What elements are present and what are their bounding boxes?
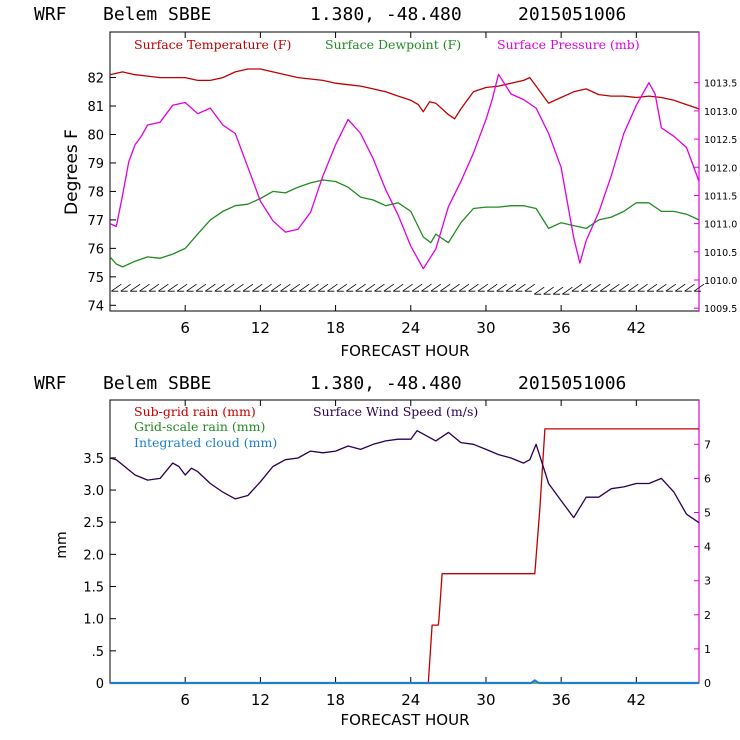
x-tick-label: 36 [552,319,571,337]
y2-tick-label: 1009.5 [704,304,737,315]
panel-1-x-axis-label: FORECAST HOUR [340,342,469,360]
dewpoint-series-line [109,179,700,268]
y-tick-label: 3.5 [83,452,104,467]
panel-1-y2-ticks: 1009.5 1010.0 1010.5 1011.0 1011.5 1012.0 1012… [694,79,737,315]
x-tick-label: 12 [251,691,270,709]
panel-1-header-run: 2015051006 [518,4,626,25]
x-tick-label: 6 [180,319,190,337]
y2-tick-label: 3 [704,575,711,588]
panel-1-legend-temperature: Surface Temperature (F) [134,37,291,52]
y-tick-label: 75 [87,271,104,286]
panel-1-x-ticks: 6 12 18 24 30 36 42 [180,32,646,337]
temperature-series-line [109,68,700,120]
panel-1-header-model: WRF [34,4,67,25]
panel-1-plot-frame [109,31,700,312]
x-tick-label: 30 [476,691,495,709]
panel-2-series [109,428,700,685]
y2-tick-label: 1011.0 [704,220,737,231]
panel-2-y-ticks: 0 .5 1.0 1.5 2.0 2.5 3.0 3.5 [83,452,116,692]
y2-tick-label: 1010.0 [704,276,737,287]
y-tick-label: 80 [87,128,104,143]
panel-2-header-model: WRF [34,373,67,394]
x-tick-label: 18 [326,691,345,709]
panel-2-legend-subgrid: Sub-grid rain (mm) [134,404,256,419]
x-tick-label: 36 [552,691,571,709]
y-tick-label: 78 [87,185,104,200]
y2-tick-label: 1012.5 [704,135,737,146]
y-tick-label: 2.0 [83,548,104,563]
panel-1-legend-dewpoint: Surface Dewpoint (F) [325,37,461,52]
y-tick-label: 82 [87,72,104,87]
y2-tick-label: 1011.5 [704,191,737,202]
x-tick-label: 42 [627,691,646,709]
y2-tick-label: 1013.0 [704,107,737,118]
y-tick-label: 2.5 [83,516,104,531]
pressure-series-line [109,73,700,270]
y-tick-label: 76 [87,242,104,257]
y2-tick-label: 1010.5 [704,248,737,259]
panel-1-series [109,68,700,270]
panel-1-y-axis-label: Degrees F [62,129,82,215]
y2-tick-label: 1013.5 [704,79,737,90]
y-tick-label: 74 [87,299,104,314]
panel-1: WRF Belem SBBE 1.380, -48.480 2015051006… [34,4,737,360]
panel-2-x-axis-label: FORECAST HOUR [340,711,469,729]
subgrid-rain-series-line [110,428,699,684]
panel-2-header-station: Belem SBBE [103,373,211,394]
wind-barb-path [111,283,705,295]
x-tick-label: 12 [251,319,270,337]
x-tick-label: 24 [401,691,420,709]
x-tick-label: 24 [401,319,420,337]
panel-1-header-station: Belem SBBE [103,4,211,25]
panel-1-header-coords: 1.380, -48.480 [310,4,462,25]
wind-speed-series-line [109,430,700,524]
panel-2-legend-gridscale: Grid-scale rain (mm) [134,419,265,434]
y-tick-label: 79 [87,157,104,172]
panel-2-header-run: 2015051006 [518,373,626,394]
panel-2: WRF Belem SBBE 1.380, -48.480 2015051006… [34,373,711,729]
panel-2-legend-cloud: Integrated cloud (mm) [134,435,277,450]
y2-tick-label: 7 [704,438,711,451]
y2-tick-label: 0 [704,677,711,690]
y2-tick-label: 1012.0 [704,163,737,174]
x-tick-label: 18 [326,319,345,337]
y-tick-label: 1.5 [83,581,104,596]
y-tick-label: 81 [87,100,104,115]
panel-1-legend-pressure: Surface Pressure (mb) [497,37,640,52]
y-tick-label: 3.0 [83,484,104,499]
y2-tick-label: 2 [704,609,711,622]
y-tick-label: 77 [87,214,104,229]
y-tick-label: .5 [92,645,104,660]
x-tick-label: 42 [627,319,646,337]
panel-2-legend-wind: Surface Wind Speed (m/s) [313,404,478,419]
integrated-cloud-series-line [110,679,699,685]
x-tick-label: 6 [180,691,190,709]
panel-2-y2-ticks: 0 1 2 3 4 5 6 7 [694,438,711,690]
y2-tick-label: 4 [704,541,711,554]
wind-barbs [111,283,705,295]
panel-2-header-coords: 1.380, -48.480 [310,373,462,394]
y2-tick-label: 5 [704,507,711,520]
panel-2-y-axis-label: mm [54,531,70,558]
y2-tick-label: 1 [704,643,711,656]
y-tick-label: 0 [96,677,104,692]
x-tick-label: 30 [476,319,495,337]
y2-tick-label: 6 [704,472,711,485]
panel-1-y-ticks: 74 75 76 77 78 79 80 81 82 [87,72,116,314]
y-tick-label: 1.0 [83,613,104,628]
panel-2-x-ticks: 6 12 18 24 30 36 42 [180,400,646,709]
